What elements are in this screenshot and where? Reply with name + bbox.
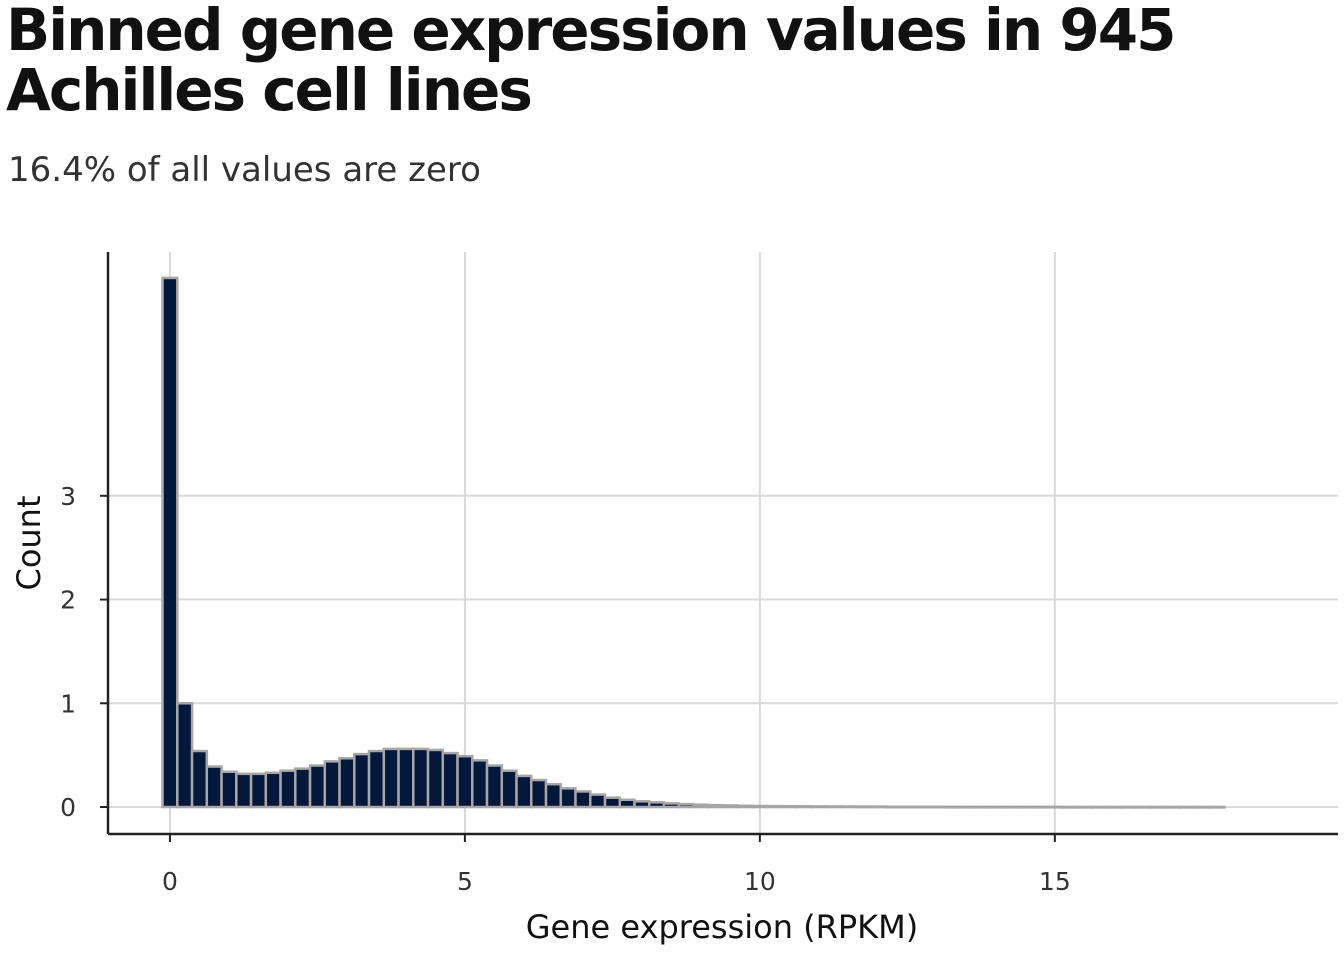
x-tick-label-2: 10	[744, 867, 776, 896]
histogram-bar-16	[397, 747, 415, 809]
histogram-bar-65	[1119, 805, 1138, 809]
histogram-bar-26	[544, 782, 563, 809]
histogram-bar-6	[249, 772, 268, 809]
chart-title: Binned gene expression values in 945 Ach…	[6, 0, 1176, 124]
histogram-bar-34	[662, 802, 681, 809]
histogram-bar-69	[1178, 805, 1197, 809]
y-tick-label-2: 2	[60, 586, 76, 615]
histogram-bar-45	[824, 805, 843, 809]
histogram-bar-9	[294, 767, 312, 809]
histogram-bar-40	[751, 804, 769, 809]
histogram-bar-10	[308, 764, 327, 809]
histogram-bar-25	[530, 778, 548, 809]
chart-subtitle: 16.4% of all values are zero	[8, 150, 481, 190]
histogram-bar-8	[279, 769, 297, 809]
histogram-bar-15	[382, 747, 400, 809]
histogram-bar-38	[721, 804, 739, 809]
histogram-bar-43	[795, 805, 813, 809]
histogram-bar-68	[1164, 805, 1182, 809]
histogram-bar-46	[839, 805, 857, 809]
histogram-bar-55	[972, 805, 990, 809]
histogram-bar-32	[633, 800, 651, 809]
histogram-bar-31	[618, 798, 636, 809]
histogram-bar-17	[412, 747, 430, 809]
histogram-bar-49	[883, 805, 902, 809]
histogram-bar-1	[176, 702, 194, 809]
histogram-bar-14	[367, 749, 386, 809]
histogram-bar-47	[854, 805, 872, 809]
histogram-bar-50	[898, 805, 916, 809]
histogram-bar-21	[471, 759, 489, 809]
histogram-bar-27	[559, 787, 577, 809]
histogram-bar-13	[353, 752, 371, 809]
y-axis-title: Count	[10, 495, 48, 590]
x-tick-label-0: 0	[162, 867, 178, 896]
histogram-bar-64	[1105, 805, 1123, 809]
histogram-bar-22	[485, 764, 504, 809]
histogram-bar-54	[957, 805, 975, 809]
histogram-bar-42	[780, 804, 798, 809]
y-tick-label-3: 3	[60, 482, 76, 511]
x-tick-label-3: 15	[1039, 867, 1071, 896]
histogram-bar-11	[323, 760, 341, 809]
histogram-bar-59	[1031, 805, 1049, 809]
histogram-bar-37	[707, 803, 725, 809]
axes	[100, 252, 1338, 842]
histogram-bar-52	[928, 805, 946, 809]
histogram-bar-51	[913, 805, 931, 809]
grid-lines	[108, 252, 1338, 834]
histogram-bar-60	[1046, 805, 1064, 809]
histogram-bar-29	[589, 793, 607, 809]
histogram-bar-62	[1075, 805, 1093, 809]
histogram-bar-63	[1090, 805, 1108, 809]
histogram-bar-7	[264, 771, 282, 809]
histogram-bar-28	[574, 790, 592, 809]
histogram-bar-20	[456, 754, 474, 809]
histogram-bar-66	[1134, 805, 1152, 809]
x-axis-title: Gene expression (RPKM)	[526, 908, 919, 946]
histogram-bar-44	[810, 805, 828, 809]
histogram-bar-19	[441, 751, 459, 809]
histogram-bar-48	[869, 805, 887, 809]
histogram-bar-57	[1001, 805, 1020, 809]
tick-labels: 0 5 10 15 0 1 2 3	[60, 482, 1071, 896]
histogram-bar-12	[338, 757, 356, 809]
y-tick-label-1: 1	[60, 689, 76, 718]
histogram-bar-3	[205, 765, 223, 809]
histogram-bar-71	[1208, 805, 1226, 809]
histogram-bar-30	[603, 796, 622, 809]
histogram-bars	[161, 276, 1226, 809]
histogram-bar-67	[1149, 805, 1167, 809]
histogram-bar-0	[161, 276, 179, 809]
histogram-bar-23	[500, 769, 518, 809]
histogram-bar-70	[1193, 805, 1211, 809]
histogram-bar-4	[220, 770, 238, 809]
histogram-bar-53	[942, 805, 961, 809]
histogram-bar-36	[692, 803, 710, 809]
histogram-bar-39	[736, 804, 754, 809]
histogram-bar-58	[1016, 805, 1034, 809]
histogram-bar-61	[1060, 805, 1079, 809]
y-tick-label-0: 0	[60, 793, 76, 822]
histogram-bar-56	[987, 805, 1005, 809]
histogram-bar-2	[190, 749, 209, 809]
histogram-bar-5	[235, 772, 253, 809]
histogram-bar-18	[426, 748, 445, 809]
x-tick-label-1: 5	[457, 867, 473, 896]
histogram-bar-24	[515, 774, 533, 809]
histogram-bar-33	[648, 801, 666, 809]
histogram-bar-41	[765, 804, 784, 809]
histogram-bar-35	[677, 802, 695, 809]
